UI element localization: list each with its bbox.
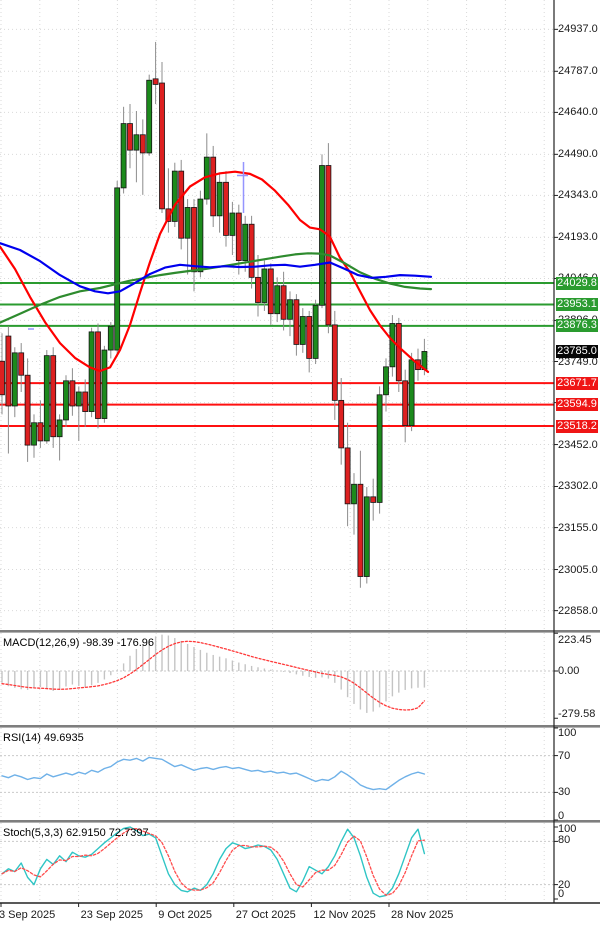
resistance-badge-3: 23876.3 [556,319,598,333]
date-label: 12 Nov 2025 [313,909,376,921]
macd-panel [1,634,426,713]
date-label: 9 Oct 2025 [158,909,213,921]
rsi-axis-label: 100 [558,727,577,739]
stoch-axis-label: 100 [558,823,577,835]
macd-axis-label: 223.45 [558,634,592,646]
stoch-panel [1,826,426,898]
price-tick-label: 23005.0 [558,563,598,576]
stoch-axis-label: 0 [558,888,565,900]
resistance-badge-2: 23953.1 [556,297,598,311]
moving-averages [0,170,433,373]
rsi-indicator-label: RSI(14) 49.6935 [3,732,84,744]
gridlines [0,0,554,903]
resistance-badge-1: 24029.8 [556,276,598,290]
price-tick-label: 23749.0 [558,355,598,368]
macd-axis-label: -279.58 [558,708,596,720]
stoch-axis-label: 80 [558,834,571,846]
rsi-panel [1,756,426,791]
price-tick-label: 24937.0 [558,23,598,36]
price-tick-label: 24193.0 [558,231,598,244]
stoch-indicator-label: Stoch(5,3,3) 62.9150 72.7397 [3,827,149,839]
price-tick-label: 24343.0 [558,189,598,202]
candlesticks [0,41,428,588]
support-resistance-lines [0,282,554,428]
rsi-axis-label: 0 [558,810,565,822]
axes-frame [0,0,600,907]
rsi-axis-label: 30 [558,786,571,799]
support-badge-3: 23518.2 [556,419,598,433]
current-price-badge: 23785.0 [556,344,598,358]
price-tick-label: 24490.0 [558,148,598,161]
macd-indicator-label: MACD(12,26,9) -98.39 -176.96 [3,637,155,649]
price-tick-label: 22858.0 [558,604,598,617]
date-label: 23 Sep 2025 [80,909,143,921]
macd-axis-label: 0.00 [558,665,580,677]
support-badge-2: 23594.9 [556,398,598,412]
price-tick-label: 23155.0 [558,521,598,534]
stoch-axis-label: 20 [558,878,571,891]
rsi-axis-label: 70 [558,749,571,762]
support-badge-1: 23671.7 [556,376,598,390]
crosshair-marker [28,162,248,330]
price-tick-label: 23302.0 [558,480,598,493]
date-label: 3 Sep 2025 [0,909,56,921]
date-label: 28 Nov 2025 [391,909,454,921]
price-tick-label: 23452.0 [558,438,598,451]
price-tick-label: 24787.0 [558,65,598,78]
price-tick-label: 24640.0 [558,106,598,119]
date-label: 27 Oct 2025 [235,909,296,921]
